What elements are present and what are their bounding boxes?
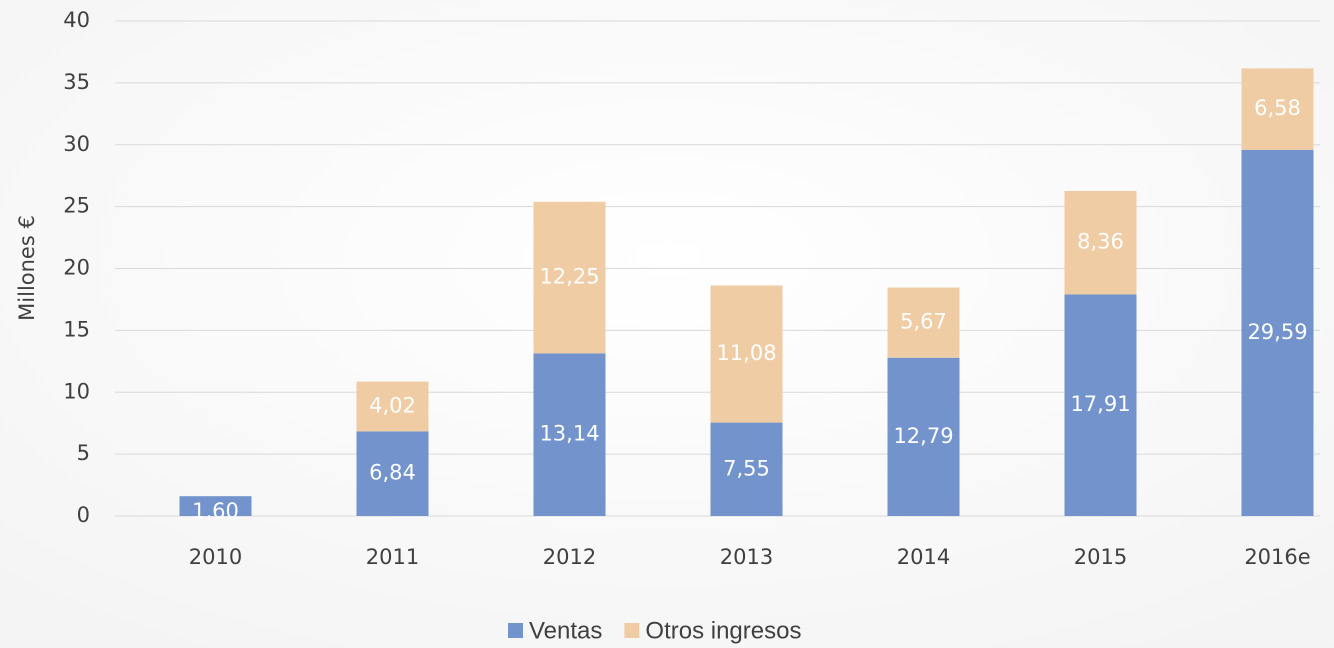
bar-segment [1064, 294, 1137, 516]
y-tick-label: 5 [77, 441, 90, 465]
data-label: 6,58 [1254, 96, 1301, 120]
x-tick-label: 2013 [720, 545, 773, 569]
data-label: 29,59 [1247, 320, 1307, 344]
y-tick-label: 30 [63, 132, 90, 156]
bar-segment [356, 431, 429, 516]
bar-segment [887, 287, 960, 358]
legend-label: Ventas [529, 617, 602, 644]
x-tick-label: 2011 [366, 545, 419, 569]
y-axis-label: Millones € [15, 215, 39, 321]
y-tick-label: 0 [77, 503, 90, 527]
data-label: 6,84 [369, 461, 416, 485]
bar-segment [1241, 149, 1314, 517]
y-tick-label: 40 [63, 8, 90, 32]
y-tick-label: 25 [63, 194, 90, 218]
data-label: 1,60 [192, 499, 239, 523]
x-tick-label: 2016e [1244, 545, 1310, 569]
bar-segment [533, 201, 606, 354]
data-label: 5,67 [900, 310, 947, 334]
y-tick-label: 20 [63, 256, 90, 280]
y-tick-label: 35 [63, 70, 90, 94]
bar-segment [1064, 190, 1137, 295]
bar-segment [887, 357, 960, 516]
data-label: 12,25 [539, 265, 599, 289]
legend-label: Otros ingresos [645, 617, 801, 644]
bar-segment [356, 381, 429, 432]
bar-segment [533, 353, 606, 516]
y-tick-label: 15 [63, 317, 90, 341]
bar-segment [710, 422, 783, 516]
x-tick-label: 2014 [897, 545, 950, 569]
x-tick-label: 2010 [189, 545, 242, 569]
legend-swatch [624, 623, 640, 638]
y-tick-label: 10 [63, 379, 90, 403]
legend-swatch [508, 623, 523, 638]
x-tick-label: 2012 [543, 545, 596, 569]
data-label: 11,08 [716, 341, 776, 365]
data-label: 12,79 [893, 424, 953, 448]
data-label: 7,55 [723, 456, 770, 480]
data-label: 4,02 [369, 393, 416, 417]
bar-segment [179, 496, 252, 516]
data-label: 17,91 [1070, 392, 1130, 416]
bar-segment [1241, 68, 1314, 150]
data-label: 8,36 [1077, 230, 1124, 254]
data-label: 13,14 [539, 422, 599, 446]
bar-segment [710, 285, 783, 423]
x-tick-label: 2015 [1074, 545, 1127, 569]
